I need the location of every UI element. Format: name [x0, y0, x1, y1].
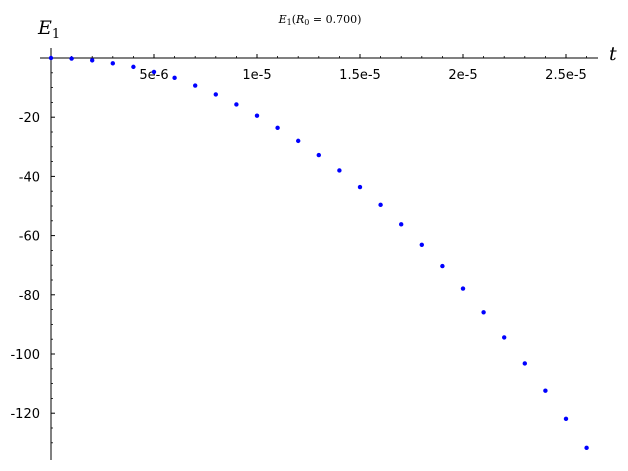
y-axis-label-sub: 1 — [52, 27, 60, 42]
data-point — [460, 286, 466, 291]
data-point — [90, 58, 95, 63]
y-tick-label: -100 — [10, 348, 40, 363]
data-point — [48, 55, 54, 61]
data-point — [213, 92, 218, 97]
data-point — [419, 242, 424, 247]
data-point — [151, 69, 157, 75]
x-tick-label: 2e-5 — [448, 68, 477, 83]
data-point — [275, 125, 280, 131]
x-ticks: 5e-6 1e-5 1.5e-5 2e-5 2.5e-5 — [71, 54, 587, 83]
data-point — [69, 56, 74, 61]
title-open: ( — [292, 13, 296, 26]
data-point — [110, 61, 116, 66]
data-point — [234, 102, 239, 107]
data-point — [522, 361, 527, 366]
x-tick-label: 1e-5 — [242, 68, 271, 83]
data-point — [296, 138, 301, 144]
x-tick-label: 2.5e-5 — [545, 68, 587, 83]
data-point — [481, 310, 486, 315]
y-tick-label: -80 — [19, 289, 40, 304]
data-point — [399, 222, 404, 227]
y-tick-label: -120 — [10, 407, 40, 422]
data-points — [48, 55, 589, 451]
y-ticks: -20 -40 -60 -80 -100 -120 — [10, 72, 55, 444]
title-var-sub: 0 — [304, 18, 309, 27]
data-point — [502, 335, 507, 340]
data-point — [316, 152, 321, 158]
data-point — [378, 202, 383, 208]
title-equals: = — [309, 13, 325, 26]
data-point — [172, 75, 177, 81]
data-point — [337, 168, 342, 173]
y-tick-label: -40 — [19, 170, 40, 185]
data-point — [131, 64, 136, 70]
title-var: R — [295, 13, 304, 26]
y-tick-label: -20 — [19, 111, 40, 126]
data-point — [193, 83, 198, 88]
y-tick-label: -60 — [19, 230, 40, 245]
y-axis-label: E1 — [37, 17, 60, 42]
data-point — [440, 263, 445, 269]
data-point — [357, 184, 363, 190]
y-axis-label-main: E — [37, 17, 52, 39]
title-main-sub: 1 — [287, 18, 292, 27]
x-axis-label: t — [609, 43, 617, 65]
data-point — [584, 445, 589, 451]
data-point — [563, 416, 569, 422]
title-close: ) — [357, 13, 361, 26]
x-tick-label: 1.5e-5 — [339, 68, 381, 83]
data-point — [543, 388, 548, 393]
title-value: 0.700 — [326, 13, 358, 26]
chart-title: E1(R0 = 0.700) — [278, 13, 362, 27]
x-tick-label: 5e-6 — [139, 68, 168, 83]
title-main: E — [278, 13, 287, 26]
data-point — [254, 113, 260, 118]
